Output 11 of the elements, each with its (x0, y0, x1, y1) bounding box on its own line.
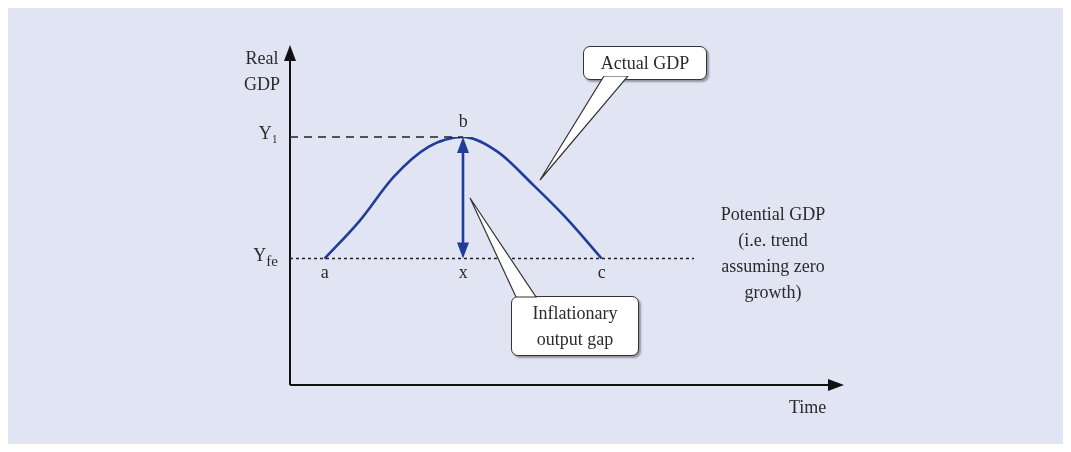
annotation: b (458, 110, 468, 131)
ref-line-label: Y$_{fe}$ (253, 244, 278, 270)
annotation: Inflationary output gap (511, 296, 639, 356)
text: Actual GDP (583, 46, 707, 80)
annotation: Potential GDP (i.e. trend assuming zero growth) (719, 202, 827, 304)
y-axis-title: Real GDP (243, 47, 280, 96)
x-tick-label: c (597, 262, 606, 283)
x-tick-label: x (458, 262, 468, 283)
x-axis-title: Time (789, 397, 827, 418)
x-tick-label: a (320, 262, 329, 283)
ref-line-label: Y₁ (258, 123, 278, 144)
